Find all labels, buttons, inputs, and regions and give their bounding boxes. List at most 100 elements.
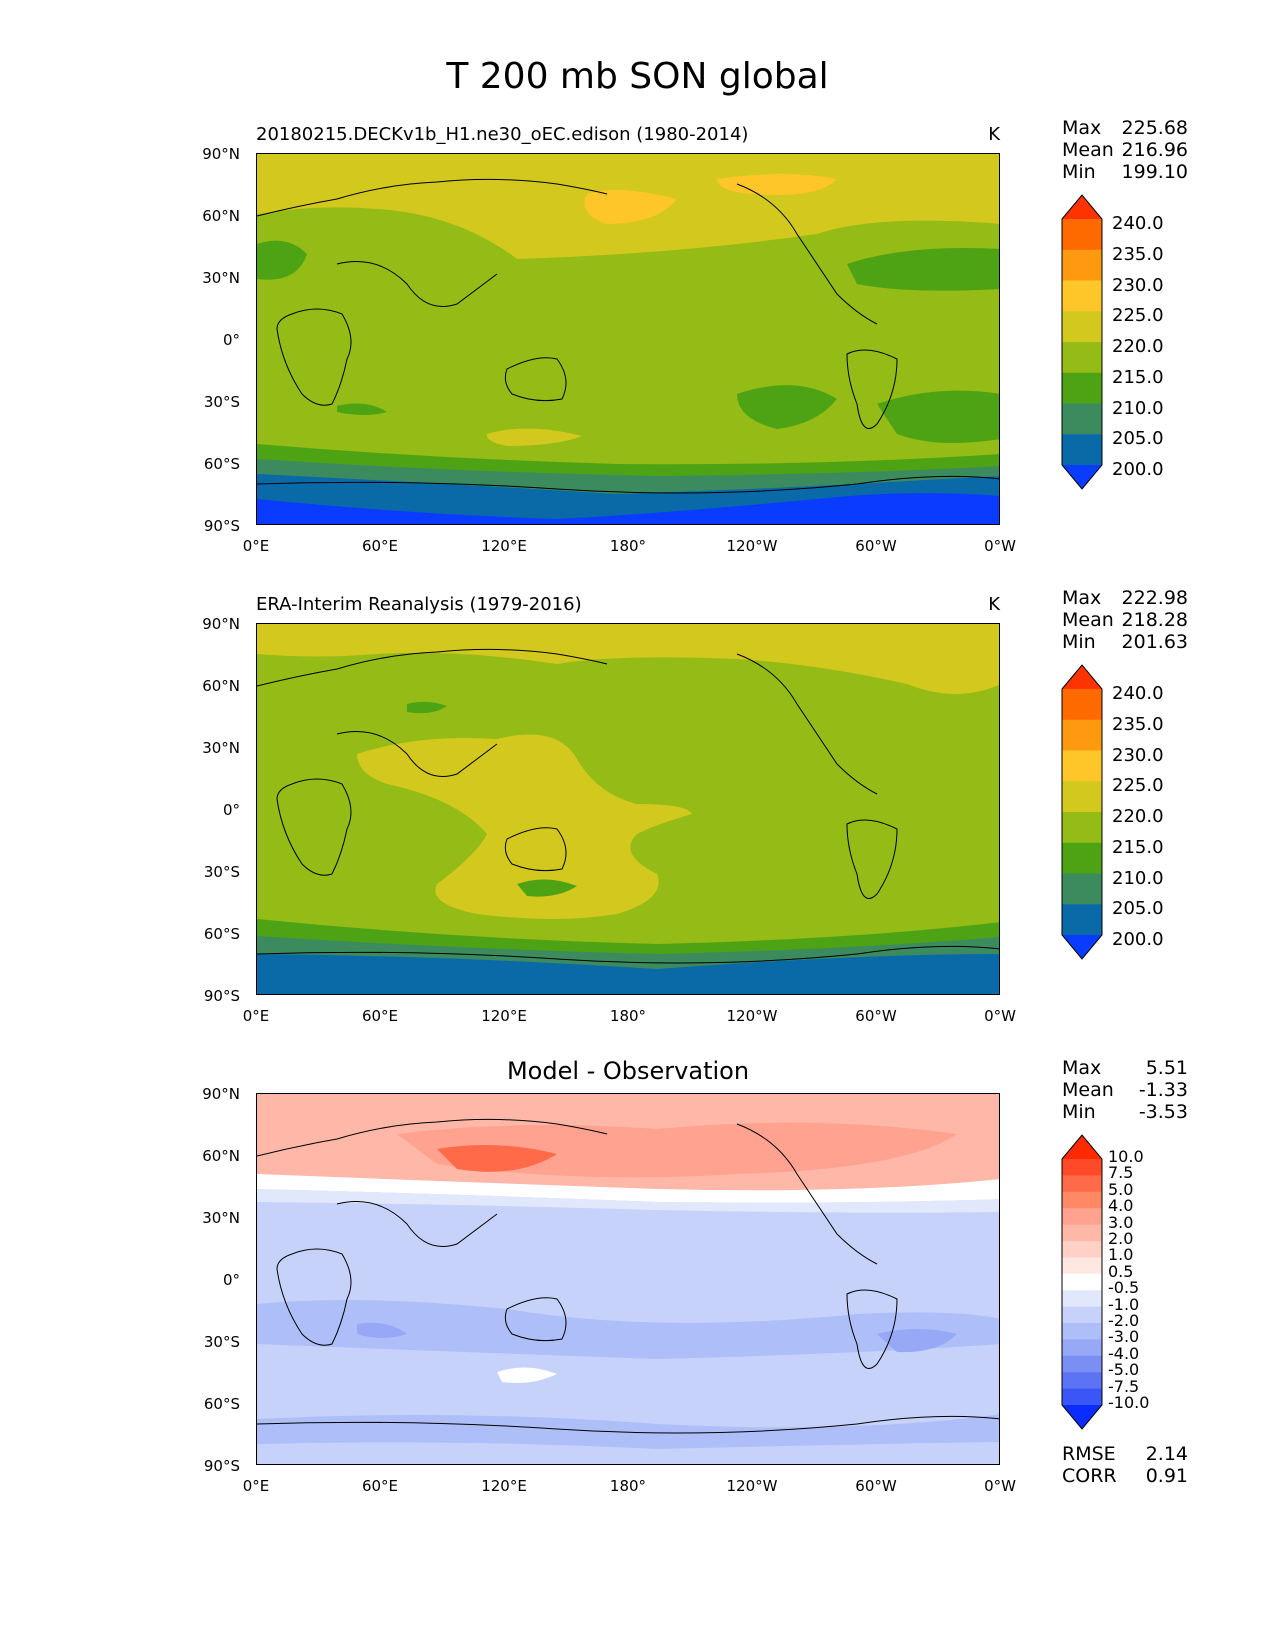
colorbar-swatch	[1062, 1339, 1102, 1357]
lon-tick: 60°W	[855, 1477, 897, 1495]
colorbar-swatch	[1062, 1159, 1102, 1176]
lon-tick: 60°W	[855, 1007, 897, 1025]
lat-tick: 90°S	[203, 987, 240, 1005]
colorbar-label: 240.0	[1112, 683, 1164, 704]
colorbar-label: 1.0	[1108, 1245, 1134, 1265]
panel3-title: Model - Observation	[506, 1057, 750, 1085]
colorbar-label: 235.0	[1112, 713, 1164, 735]
colorbar-label: 225.0	[1112, 775, 1164, 797]
lon-tick: 60°E	[361, 1477, 399, 1495]
colorbar-label: 10.0	[1108, 1147, 1144, 1166]
lon-tick: 120°E	[481, 1007, 527, 1025]
panel3-stats: Max 5.51 Mean -1.33 Min -3.53	[1062, 1057, 1188, 1123]
panel2-units: K	[988, 594, 1000, 615]
colorbar-outline	[1061, 194, 1103, 490]
colorbar-swatch	[1062, 842, 1102, 874]
panel3-metrics: RMSE 2.14 CORR 0.91	[1062, 1443, 1188, 1487]
lat-tick: 0°	[222, 801, 240, 819]
lat-tick: 0°	[222, 1271, 240, 1289]
colorbar-swatch	[1062, 873, 1102, 905]
lon-tick: 120°W	[726, 1007, 778, 1025]
colorbar-swatch	[1062, 1191, 1102, 1209]
colorbar-label: -10.0	[1108, 1393, 1150, 1412]
lat-tick: 60°N	[202, 677, 240, 695]
colorbar-label: -2.0	[1108, 1311, 1140, 1330]
colorbar-label: 220.0	[1112, 336, 1164, 357]
lat-tick: 60°S	[203, 455, 240, 473]
colorbar-label: -5.0	[1108, 1360, 1140, 1380]
lon-tick: 0°W	[984, 537, 1016, 555]
panel3-map	[256, 1093, 1000, 1465]
colorbar-swatch	[1062, 280, 1102, 312]
colorbar-swatch	[1062, 1290, 1102, 1308]
lat-tick: 30°N	[202, 739, 240, 757]
colorbar-label: 210.0	[1112, 867, 1164, 889]
field-210d	[877, 390, 999, 443]
lon-tick: 180°	[609, 537, 647, 555]
colorbar-swatch	[1062, 311, 1102, 343]
colorbar-label: 200.0	[1112, 459, 1164, 480]
panel2-colorbar	[1061, 664, 1103, 960]
lon-tick: 60°E	[361, 1007, 399, 1025]
colorbar-label: 2.0	[1108, 1229, 1134, 1248]
field-210	[257, 240, 307, 280]
lat-tick: 90°N	[202, 145, 240, 163]
colorbar-swatch	[1062, 1208, 1102, 1226]
field-210e	[337, 403, 387, 415]
lon-tick: 120°E	[481, 1477, 527, 1495]
colorbar-swatch	[1062, 1355, 1102, 1373]
colorbar-label: 215.0	[1112, 366, 1164, 388]
lon-tick: 180°	[609, 1477, 647, 1495]
lon-tick: 0°E	[242, 1007, 270, 1025]
colorbar-swatch	[1062, 781, 1102, 813]
colorbar-label: -7.5	[1108, 1376, 1140, 1396]
colorbar-swatch	[1062, 1388, 1102, 1406]
colorbar-label: 230.0	[1112, 744, 1164, 766]
field-225	[584, 190, 677, 224]
colorbar-swatch	[1062, 219, 1102, 251]
lon-tick: 0°E	[242, 537, 270, 555]
lat-tick: 60°S	[203, 1395, 240, 1413]
colorbar-swatch	[1062, 1372, 1102, 1390]
field-195	[257, 493, 999, 524]
colorbar-label: 240.0	[1112, 213, 1164, 234]
colorbar-swatch	[1062, 1273, 1102, 1291]
lat-tick: 90°N	[202, 615, 240, 633]
lon-tick: 120°W	[726, 537, 778, 555]
panel1-map	[256, 153, 1000, 525]
panel2-title: ERA-Interim Reanalysis (1979-2016)	[256, 594, 582, 615]
field-225b	[717, 174, 837, 195]
field-210b	[847, 248, 999, 291]
colorbar-label: -4.0	[1108, 1343, 1140, 1363]
lat-tick: 90°N	[202, 1085, 240, 1103]
lon-tick: 180°	[609, 1007, 647, 1025]
lat-tick: 30°N	[202, 269, 240, 287]
colorbar-swatch	[1062, 935, 1102, 959]
lat-tick: 60°N	[202, 207, 240, 225]
panel3-colorbar	[1061, 1134, 1103, 1430]
lat-tick: 90°S	[203, 517, 240, 535]
field-210c	[737, 385, 837, 429]
colorbar-label: 205.0	[1112, 428, 1164, 450]
colorbar-swatch	[1062, 689, 1102, 721]
lat-tick: 60°N	[202, 1147, 240, 1165]
lon-tick: 0°W	[984, 1007, 1016, 1025]
panel1-units: K	[988, 124, 1000, 145]
lon-tick: 60°E	[361, 537, 399, 555]
colorbar-swatch	[1062, 750, 1102, 782]
lat-tick: 30°N	[202, 1209, 240, 1227]
colorbar-label: -1.0	[1108, 1294, 1140, 1314]
colorbar-swatch	[1062, 812, 1102, 844]
colorbar-label: 205.0	[1112, 898, 1164, 920]
colorbar-swatch	[1062, 904, 1102, 936]
colorbar-label: 235.0	[1112, 243, 1164, 265]
lat-tick: 60°S	[203, 925, 240, 943]
colorbar-swatch	[1062, 1306, 1102, 1324]
colorbar-swatch	[1062, 1405, 1102, 1429]
colorbar-label: 210.0	[1112, 397, 1164, 419]
colorbar-label: 215.0	[1112, 836, 1164, 858]
colorbar-swatch	[1062, 434, 1102, 466]
colorbar-swatch	[1062, 249, 1102, 281]
colorbar-outline	[1061, 664, 1103, 960]
lat-tick: 90°S	[203, 1457, 240, 1475]
